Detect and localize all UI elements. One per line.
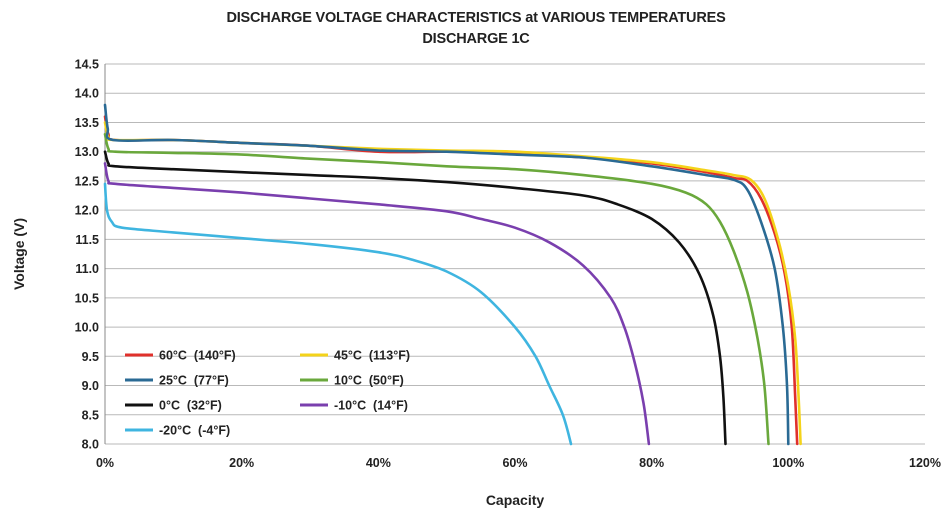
x-tick-label: 60% [502,456,527,470]
y-tick-label: 13.0 [75,145,99,159]
y-tick-label: 8.0 [82,438,99,452]
legend-label: -10°C (14°F) [334,399,408,413]
series-line-25c77f [103,103,790,446]
y-tick-label: 12.5 [75,174,99,188]
x-tick-label: 100% [772,456,804,470]
series-line-0c32f [103,150,727,446]
y-tick-label: 13.5 [75,116,99,130]
x-tick-label: 40% [366,456,391,470]
y-tick-label: 8.5 [82,408,99,422]
legend: 60°C (140°F) 45°C (113°F) 25°C (77°F) 10°C … [125,349,410,438]
series-line-10c50f [103,132,770,446]
y-tick-label: 12.0 [75,204,99,218]
y-tick-label: 11.5 [75,233,99,247]
y-tick-label: 14.0 [75,87,99,101]
y-axis-label: Voltage (V) [11,218,27,290]
series-line--10c14f [103,162,651,446]
legend-label: 60°C (140°F) [159,349,236,363]
legend-label: 45°C (113°F) [334,349,410,363]
x-tick-label: 80% [639,456,664,470]
x-axis-label: Capacity [486,492,545,508]
series-line--20c-4f [103,182,573,446]
chart-title: DISCHARGE VOLTAGE CHARACTERISTICS at VAR… [226,10,726,26]
y-tick-label: 10.0 [75,321,99,335]
series-lines [103,103,802,446]
y-tick-label: 14.5 [75,58,99,72]
y-tick-label: 11.0 [75,262,99,276]
legend-label: -20°C (-4°F) [159,424,230,438]
y-tick-label: 9.0 [82,379,99,393]
x-tick-label: 0% [96,456,114,470]
legend-label: 0°C (32°F) [159,399,222,413]
y-tick-label: 10.5 [75,291,99,305]
y-tick-label: 9.5 [82,350,99,364]
x-tick-label: 120% [909,456,941,470]
legend-label: 25°C (77°F) [159,374,229,388]
legend-label: 10°C (50°F) [334,374,404,388]
x-tick-label: 20% [229,456,254,470]
chart-subtitle: DISCHARGE 1C [422,31,530,47]
